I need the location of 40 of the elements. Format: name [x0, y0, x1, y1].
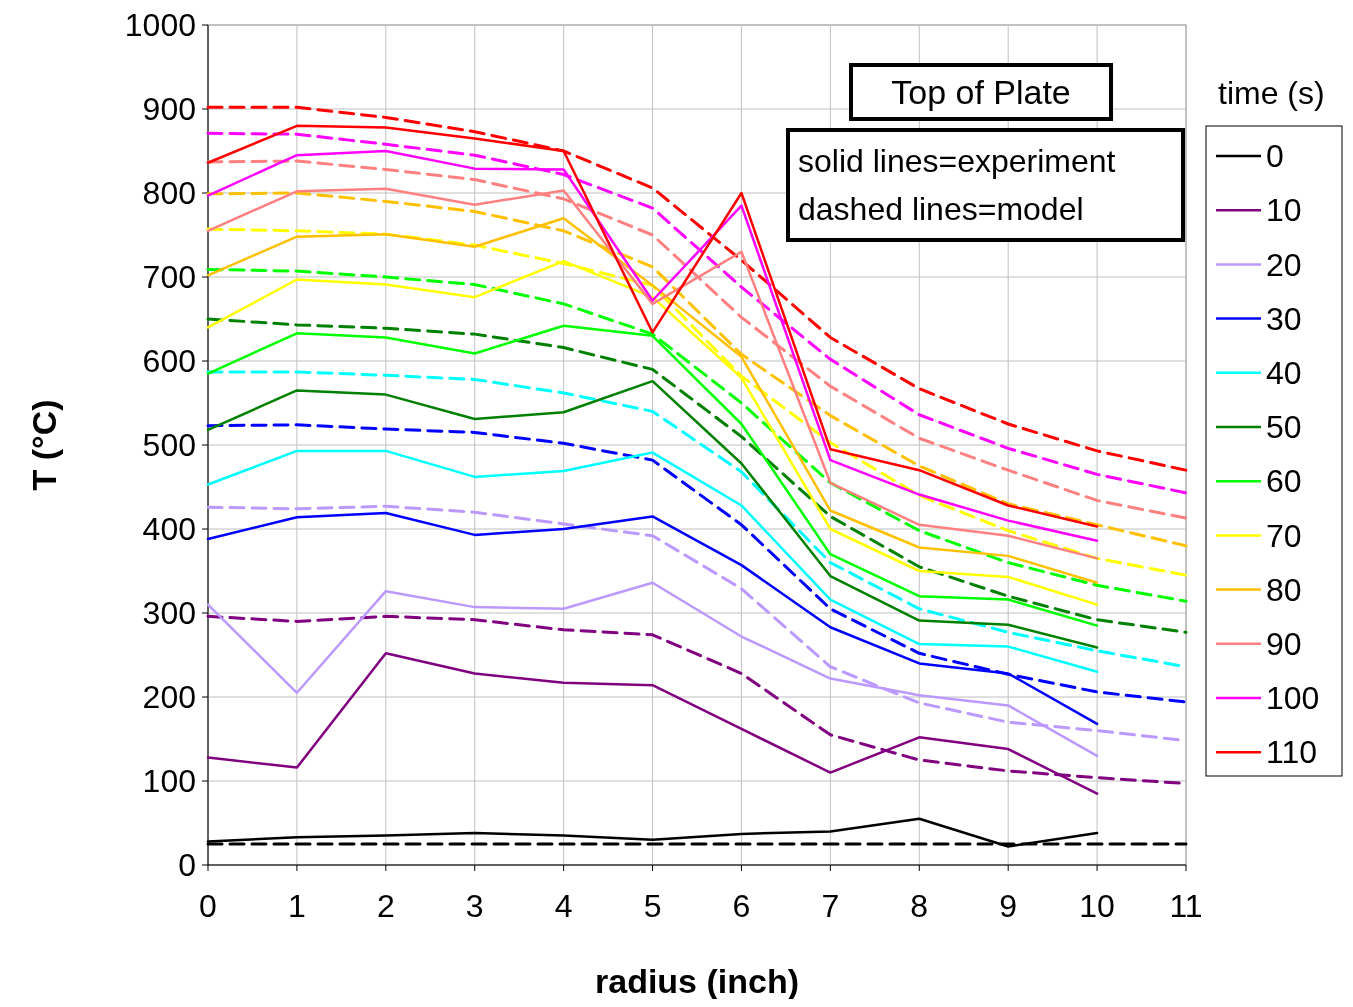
- legend-label: 10: [1266, 192, 1302, 229]
- y-tick-label: 800: [142, 175, 196, 212]
- y-tick-label: 1000: [124, 7, 196, 44]
- legend-label: 20: [1266, 246, 1302, 283]
- legend-label: 100: [1266, 680, 1320, 717]
- legend-label: 70: [1266, 517, 1302, 554]
- legend-label: 90: [1266, 626, 1302, 662]
- annotation: Top of Plate: [891, 72, 1071, 111]
- x-tick-label: 9: [999, 888, 1018, 924]
- x-tick-label: 2: [376, 888, 395, 924]
- x-tick-label: 8: [910, 888, 929, 924]
- y-axis-title: T (°C): [25, 399, 63, 491]
- x-tick-label: 10: [1079, 888, 1115, 924]
- y-tick-label: 100: [142, 763, 196, 800]
- y-tick-label: 0: [178, 847, 196, 884]
- legend-label: 30: [1266, 300, 1302, 337]
- y-tick-label: 600: [142, 343, 196, 380]
- legend-label: 40: [1266, 355, 1302, 391]
- legend-label: 0: [1266, 138, 1284, 175]
- y-tick-label: 200: [142, 679, 196, 716]
- legend-title: time (s): [1218, 75, 1325, 111]
- legend-label: 80: [1266, 571, 1302, 608]
- y-tick-label: 900: [142, 91, 196, 128]
- y-tick-label: 700: [142, 259, 196, 296]
- x-tick-label: 7: [821, 888, 840, 924]
- x-tick-label: 3: [465, 888, 484, 924]
- y-tick-label: 500: [142, 427, 196, 464]
- x-tick-label: 6: [732, 888, 751, 924]
- line-series: [206, 379, 1099, 649]
- x-tick-label: 1: [288, 888, 306, 924]
- legend-label: 60: [1266, 463, 1302, 500]
- annotation: solid lines=experiment dashed lines=model: [798, 143, 1116, 228]
- legend-label: 110: [1266, 734, 1318, 771]
- line-series: [206, 449, 1099, 674]
- x-tick-label: 11: [1169, 888, 1203, 924]
- x-tick-label: 4: [554, 888, 573, 924]
- y-tick-label: 300: [142, 595, 196, 632]
- x-tick-label: 5: [643, 888, 662, 924]
- legend-label: 50: [1266, 409, 1302, 446]
- y-tick-label: 400: [142, 511, 196, 548]
